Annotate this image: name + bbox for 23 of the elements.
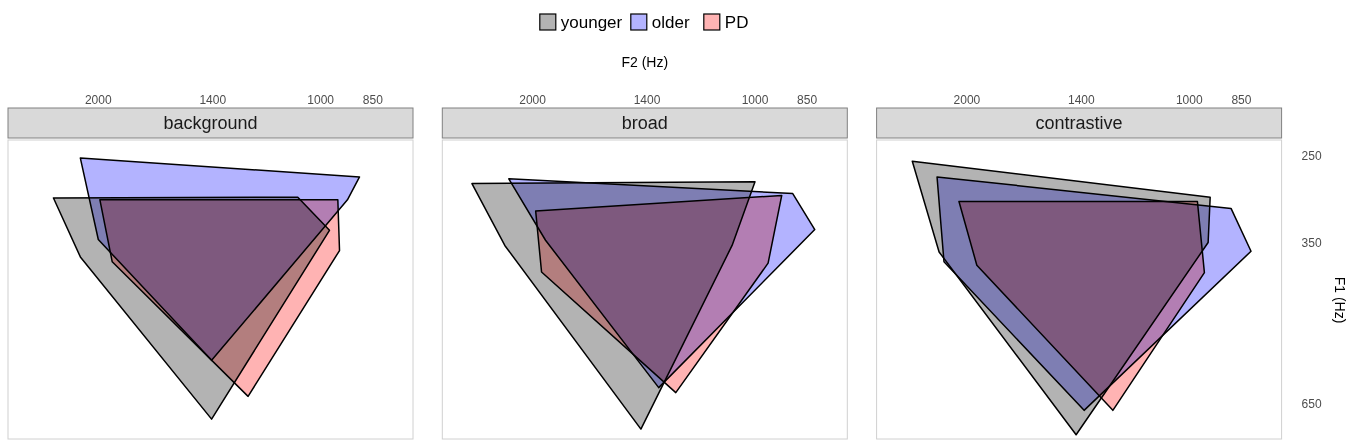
chart-title: background xyxy=(163,113,258,133)
chart-title: contrastive xyxy=(1035,113,1123,133)
x-tick-label: 2000 xyxy=(84,93,112,107)
x-tick-label: 850 xyxy=(797,93,818,107)
x-tick-label: 2000 xyxy=(519,93,547,107)
x-tick-label: 850 xyxy=(362,93,384,107)
x-axis-title: F2 (Hz) xyxy=(621,54,669,70)
x-tick-label: 1400 xyxy=(1067,93,1096,107)
x-tick-label: 1400 xyxy=(199,93,227,107)
x-tick-label: 2000 xyxy=(953,93,981,107)
x-tick-label: 1000 xyxy=(1175,93,1203,107)
legend-label: younger xyxy=(560,13,623,32)
y-tick-label: 650 xyxy=(1301,396,1322,411)
x-tick-label: 1000 xyxy=(307,93,335,107)
legend-label: older xyxy=(651,13,690,32)
y-tick-label: 350 xyxy=(1301,236,1322,251)
x-tick-label: 850 xyxy=(1231,93,1252,107)
chart-title: broad xyxy=(621,113,668,133)
legend-label: PD xyxy=(724,13,749,32)
y-tick-label: 250 xyxy=(1301,149,1322,164)
x-tick-label: 1400 xyxy=(633,93,661,107)
y-axis-title: F1 (Hz) xyxy=(1332,276,1348,324)
x-tick-label: 1000 xyxy=(741,93,769,107)
